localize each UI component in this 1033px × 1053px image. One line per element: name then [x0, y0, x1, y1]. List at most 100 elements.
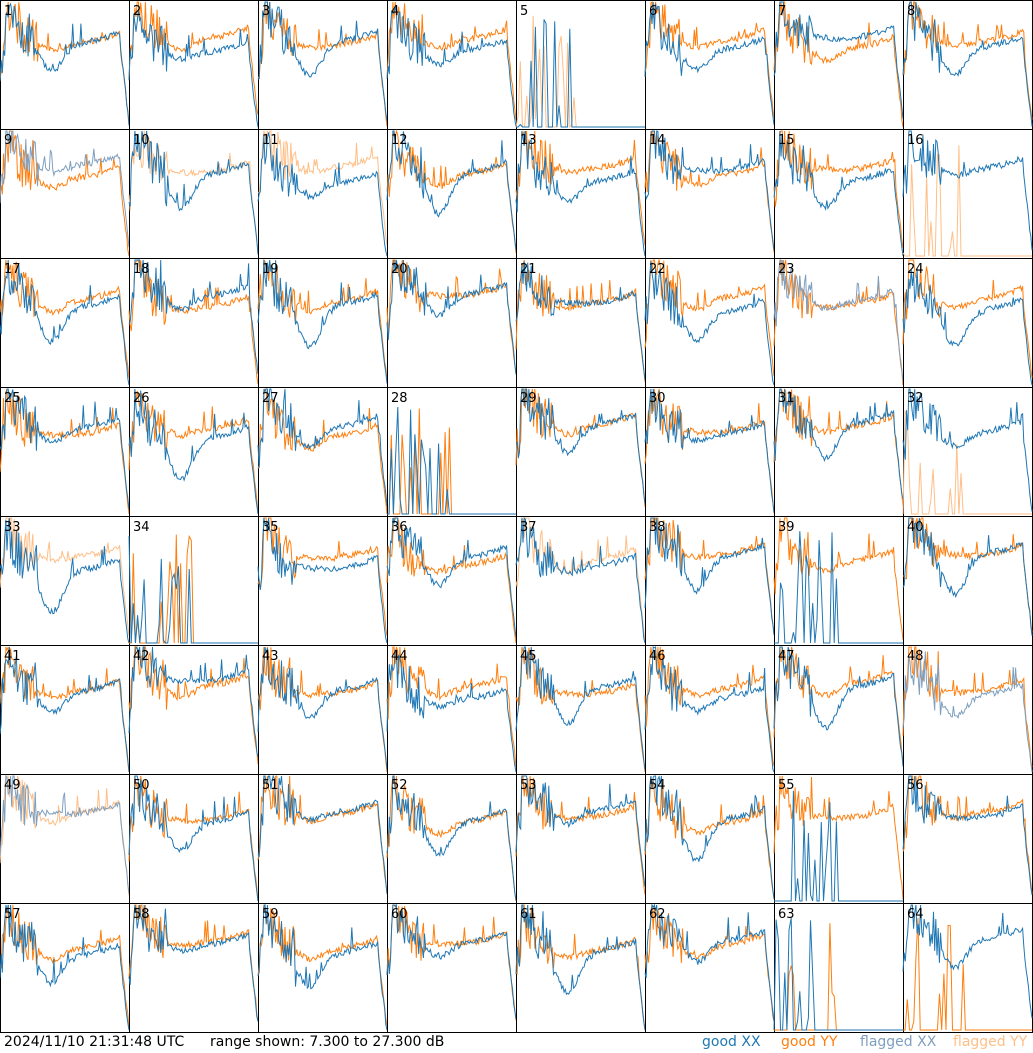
panel-border: [903, 0, 1033, 130]
good-xx-line: [515, 646, 646, 770]
good-xx-line: [128, 536, 258, 644]
panel-number: 8: [907, 4, 915, 19]
panel-number: 11: [262, 133, 279, 148]
panel-12: 12: [386, 129, 517, 259]
panel-border: [903, 774, 1033, 904]
panel-39: 39: [773, 516, 904, 646]
good-xx-line: [902, 388, 1033, 512]
flagged-xx-line: [0, 774, 130, 894]
panel-border: [258, 0, 388, 130]
flagged-yy-line: [0, 517, 130, 636]
good-yy-line: [773, 517, 904, 640]
panel-53: 53: [515, 774, 646, 904]
good-yy-line: [257, 646, 388, 773]
panel-number: 23: [778, 262, 795, 277]
panel-number: 52: [391, 778, 408, 793]
good-xx-line: [774, 531, 903, 644]
panel-border: [903, 258, 1033, 388]
panel-60: 60: [386, 903, 517, 1033]
panel-number: 20: [391, 262, 408, 277]
flagged-yy-line: [902, 145, 1032, 257]
good-yy-line: [128, 259, 259, 385]
good-yy-line: [644, 517, 775, 634]
panel-44: 44: [386, 645, 517, 775]
panel-45: 45: [515, 645, 646, 775]
good-yy-line: [644, 130, 775, 253]
panel-number: 27: [262, 391, 279, 406]
good-xx-line: [257, 388, 388, 507]
panel-number: 37: [520, 520, 537, 535]
panel-25: 25: [0, 387, 130, 517]
panel-64: 64: [902, 903, 1033, 1033]
good-yy-line: [386, 904, 517, 1021]
panel-51: 51: [257, 774, 388, 904]
good-xx-line: [128, 775, 259, 902]
good-yy-line: [515, 259, 646, 382]
panel-number: 44: [391, 649, 408, 664]
timestamp: 2024/11/10 21:31:48 UTC: [4, 1034, 185, 1050]
good-yy-line: [386, 129, 517, 254]
panel-23: 23: [773, 258, 904, 388]
panel-number: 35: [262, 520, 279, 535]
good-xx-line: [128, 645, 259, 758]
panel-52: 52: [386, 774, 517, 904]
good-xx-line: [515, 130, 646, 257]
good-xx-line: [128, 388, 259, 515]
good-xx-line: [257, 132, 388, 257]
panel-number: 58: [133, 907, 150, 922]
good-xx-line: [774, 790, 903, 902]
good-yy-line: [773, 775, 904, 900]
panel-number: 6: [649, 4, 657, 19]
panel-57: 57: [0, 903, 130, 1033]
good-xx-line: [644, 261, 775, 386]
good-xx-line: [257, 774, 388, 894]
panel-number: 28: [391, 391, 408, 406]
panel-35: 35: [257, 516, 388, 646]
good-xx-line: [773, 130, 904, 257]
panel-number: 17: [4, 262, 21, 277]
good-xx-line: [128, 130, 259, 255]
good-yy-line: [128, 775, 259, 901]
panel-number: 51: [262, 778, 279, 793]
panel-number: 43: [262, 649, 279, 664]
panel-19: 19: [257, 258, 388, 388]
panel-number: 47: [778, 649, 795, 664]
panel-border: [774, 258, 904, 388]
panel-number: 34: [133, 520, 150, 535]
good-xx-line: [902, 775, 1033, 895]
panel-15: 15: [773, 129, 904, 259]
panel-border: [258, 129, 388, 259]
good-xx-line: [0, 904, 130, 1031]
panel-number: 42: [133, 649, 150, 664]
good-xx-line: [0, 517, 130, 644]
panel-54: 54: [644, 774, 775, 904]
panel-border: [258, 774, 388, 904]
panel-number: 62: [649, 907, 666, 922]
legend-good-xx: good XX: [702, 1034, 761, 1050]
panel-22: 22: [644, 258, 775, 388]
panel-border: [774, 903, 904, 1033]
good-yy-line: [386, 1, 517, 120]
panel-59: 59: [257, 903, 388, 1033]
panel-number: 30: [649, 391, 666, 406]
good-yy-line: [257, 387, 388, 515]
good-yy-line: [257, 517, 388, 636]
good-yy-line: [0, 1, 130, 123]
panel-11: 11: [257, 129, 388, 259]
panel-43: 43: [257, 645, 388, 775]
panel-42: 42: [128, 645, 259, 775]
flagged-xx-line: [0, 130, 130, 248]
panel-number: 45: [520, 649, 537, 664]
panel-16: 16: [902, 129, 1033, 259]
panel-number: 63: [778, 907, 795, 922]
panel-border: [258, 516, 388, 646]
panel-41: 41: [0, 645, 130, 775]
good-xx-line: [387, 406, 516, 515]
good-yy-line: [515, 646, 646, 773]
panel-58: 58: [128, 903, 259, 1033]
panel-37: 37: [515, 516, 646, 646]
good-yy-line: [773, 646, 904, 762]
good-xx-line: [386, 6, 517, 128]
good-yy-line: [644, 1, 775, 118]
panel-number: 46: [649, 649, 666, 664]
